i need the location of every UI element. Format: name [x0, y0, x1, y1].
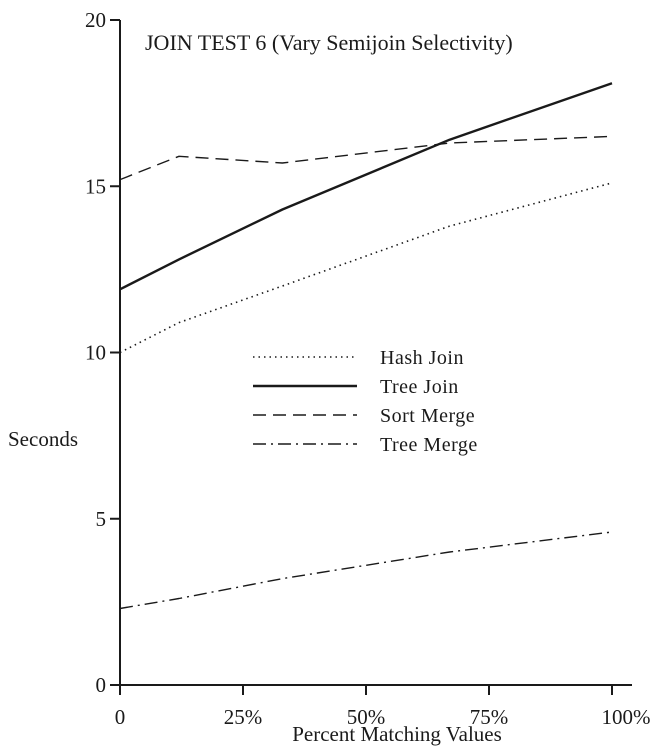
- legend-label-sort-merge: Sort Merge: [380, 405, 475, 427]
- legend-label-tree-merge: Tree Merge: [380, 434, 478, 456]
- y-tick-label: 0: [96, 673, 107, 697]
- series-line-tree-join: [119, 82, 613, 291]
- chart-title: JOIN TEST 6 (Vary Semijoin Selectivity): [145, 30, 513, 55]
- legend-label-hash-join: Hash Join: [380, 347, 464, 369]
- y-tick-label: 5: [96, 507, 107, 531]
- plot-area: 0 5 10 15 20 0 25% 50% 75% 100%: [85, 8, 651, 729]
- x-tick-label: 75%: [470, 705, 509, 729]
- x-axis-ticks: 0 25% 50% 75% 100%: [115, 685, 651, 729]
- y-axis-ticks: 0 5 10 15 20: [85, 8, 120, 697]
- x-tick-label: 50%: [347, 705, 386, 729]
- y-axis-label: Seconds: [8, 427, 78, 451]
- legend: Hash Join Tree Join Sort Merge Tree Merge: [253, 347, 478, 456]
- y-tick-label: 10: [85, 341, 106, 365]
- series-line-hash-join: [119, 182, 613, 354]
- series-line-sort-merge: [119, 135, 613, 181]
- series-line-tree-merge: [119, 531, 613, 610]
- x-tick-label: 100%: [602, 705, 651, 729]
- series-lines: [119, 82, 613, 610]
- x-axis-label: Percent Matching Values: [292, 722, 502, 746]
- x-tick-label: 0: [115, 705, 126, 729]
- y-tick-label: 15: [85, 174, 106, 198]
- y-tick-label: 20: [85, 8, 106, 32]
- legend-label-tree-join: Tree Join: [380, 376, 459, 398]
- x-tick-label: 25%: [224, 705, 263, 729]
